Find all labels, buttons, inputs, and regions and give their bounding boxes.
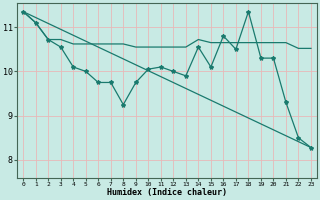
X-axis label: Humidex (Indice chaleur): Humidex (Indice chaleur)	[107, 188, 227, 197]
